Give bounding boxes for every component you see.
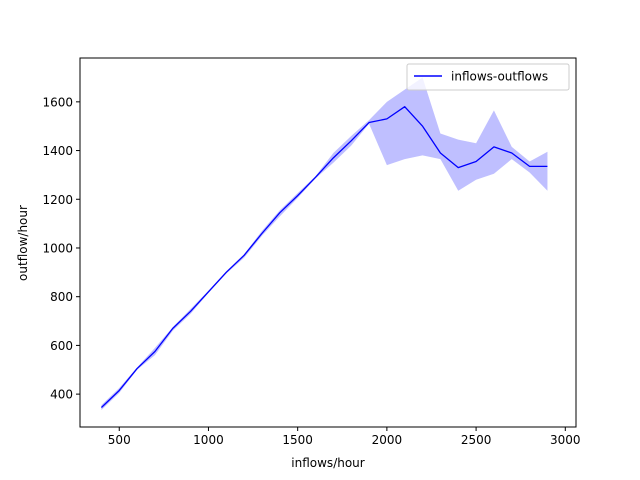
y-axis-label: outflow/hour bbox=[16, 205, 30, 281]
data-point bbox=[440, 152, 442, 154]
legend: inflows-outflows bbox=[406, 63, 570, 91]
y-tick-label: 800 bbox=[50, 290, 73, 304]
data-point bbox=[493, 146, 495, 148]
data-point bbox=[172, 328, 174, 330]
x-tick-label: 1000 bbox=[193, 433, 224, 447]
y-tick-label: 1600 bbox=[42, 95, 73, 109]
axes: 500 1000 1500 2000 2500 3000 400 600 800 1000 1200… bbox=[42, 57, 581, 447]
y-tick-label: 600 bbox=[50, 339, 73, 353]
data-point bbox=[511, 152, 513, 154]
data-point bbox=[368, 122, 370, 124]
data-point bbox=[118, 390, 120, 392]
data-point bbox=[475, 161, 477, 163]
data-point bbox=[261, 233, 263, 235]
y-tick-label: 1000 bbox=[42, 241, 73, 255]
data-point bbox=[333, 157, 335, 159]
x-tick-label: 1500 bbox=[282, 433, 313, 447]
data-point bbox=[386, 118, 388, 120]
y-tick-label: 1400 bbox=[42, 144, 73, 158]
data-point bbox=[350, 140, 352, 142]
data-point bbox=[101, 407, 103, 409]
data-point bbox=[226, 272, 228, 274]
data-point bbox=[529, 166, 531, 168]
data-point bbox=[297, 195, 299, 197]
y-tick-label: 400 bbox=[50, 388, 73, 402]
data-point bbox=[136, 368, 138, 370]
data-point bbox=[190, 311, 192, 313]
data-point bbox=[208, 291, 210, 293]
data-point bbox=[422, 125, 424, 127]
legend-box bbox=[406, 63, 570, 91]
x-tick-label: 2000 bbox=[372, 433, 403, 447]
data-point bbox=[404, 106, 406, 108]
data-point bbox=[154, 351, 156, 353]
legend-label: inflows-outflows bbox=[451, 70, 548, 84]
y-tick-label: 1200 bbox=[42, 193, 73, 207]
data-point bbox=[243, 254, 245, 256]
data-point bbox=[279, 212, 281, 214]
data-point bbox=[457, 167, 459, 169]
data-point bbox=[547, 166, 549, 168]
series-line-0 bbox=[100, 106, 548, 408]
x-tick-label: 3000 bbox=[550, 433, 581, 447]
plot-area bbox=[100, 77, 549, 410]
x-axis-label: inflows/hour bbox=[291, 456, 365, 470]
data-point bbox=[315, 177, 317, 179]
x-tick-label: 2500 bbox=[461, 433, 492, 447]
axes-frame bbox=[79, 57, 577, 428]
x-tick-label: 500 bbox=[108, 433, 131, 447]
